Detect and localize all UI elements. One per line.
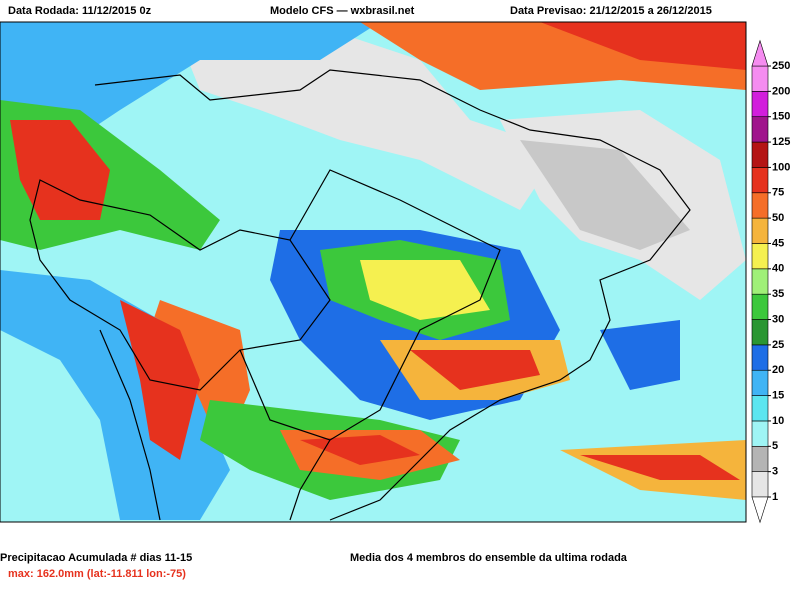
colorbar-box <box>751 116 769 143</box>
colorbar-box <box>751 141 769 168</box>
colorbar-box <box>751 369 769 396</box>
colorbar-label: 75 <box>772 187 784 199</box>
colorbar-box <box>751 395 769 422</box>
colorbar-box <box>751 167 769 194</box>
footer-note: Media dos 4 membros do ensemble da ultim… <box>350 552 628 564</box>
colorbar-label: 35 <box>772 288 784 300</box>
colorbar-label: 15 <box>772 389 784 401</box>
colorbar-label: 20 <box>772 364 784 376</box>
colorbar-box <box>751 192 769 219</box>
colorbar-label: 3 <box>772 466 778 478</box>
colorbar-end <box>751 496 769 524</box>
colorbar-label: 25 <box>772 339 784 351</box>
footer-title: Precipitacao Acumulada # dias 11-15 <box>0 552 192 564</box>
colorbar-label: 1 <box>772 491 778 503</box>
colorbar-box <box>751 420 769 447</box>
colorbar-box <box>751 65 769 92</box>
colorbar-box <box>751 268 769 295</box>
colorbar-label: 45 <box>772 237 784 249</box>
colorbar-box <box>751 217 769 244</box>
colorbar-label: 200 <box>772 85 790 97</box>
colorbar-box <box>751 344 769 371</box>
colorbar-box <box>751 91 769 118</box>
colorbar-box <box>751 293 769 320</box>
colorbar-box <box>751 319 769 346</box>
colorbar-label: 30 <box>772 313 784 325</box>
header-left: Data Rodada: 11/12/2015 0z <box>8 5 152 17</box>
colorbar-label: 250 <box>772 60 790 72</box>
map <box>0 22 746 522</box>
header-right: Data Previsao: 21/12/2015 a 26/12/2015 <box>510 5 712 17</box>
footer-max: max: 162.0mm (lat:-11.811 lon:-75) <box>8 568 186 580</box>
colorbar-box <box>751 471 769 498</box>
colorbar-box <box>751 445 769 472</box>
header-center: Modelo CFS — wxbrasil.net <box>270 5 415 17</box>
colorbar-label: 5 <box>772 440 778 452</box>
colorbar-label: 10 <box>772 415 784 427</box>
colorbar-label: 125 <box>772 136 790 148</box>
colorbar-label: 150 <box>772 111 790 123</box>
map-frame <box>0 21 747 523</box>
colorbar-label: 100 <box>772 161 790 173</box>
colorbar-box <box>751 243 769 270</box>
colorbar-label: 50 <box>772 212 784 224</box>
colorbar-end <box>751 39 769 67</box>
colorbar-label: 40 <box>772 263 784 275</box>
